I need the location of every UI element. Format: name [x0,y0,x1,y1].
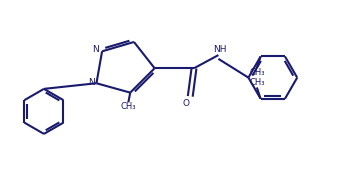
Text: NH: NH [213,45,227,54]
Text: CH₃: CH₃ [121,102,136,111]
Text: O: O [182,99,189,108]
Text: CH₃: CH₃ [249,68,265,77]
Text: N: N [88,78,95,87]
Text: N: N [92,45,99,54]
Text: CH₃: CH₃ [249,78,265,88]
